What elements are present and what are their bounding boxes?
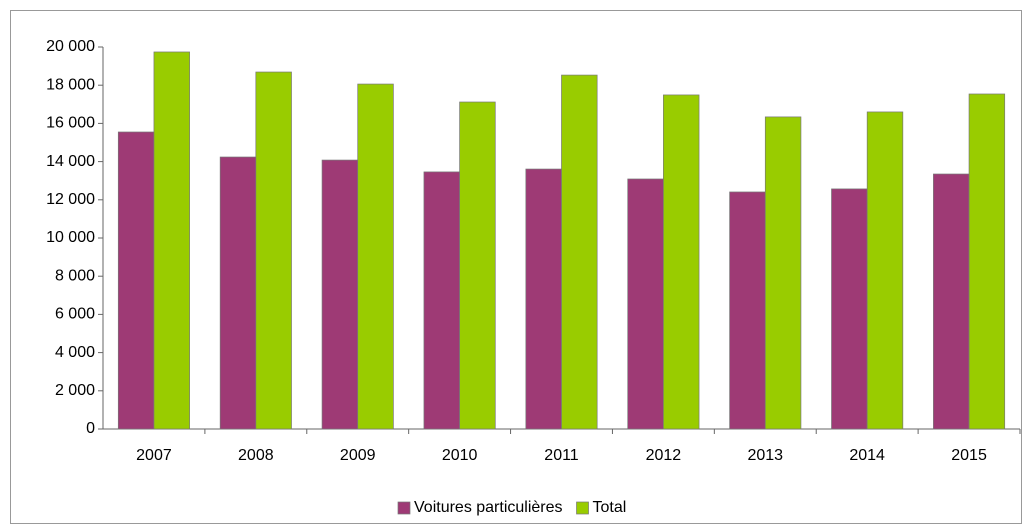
x-tick-label: 2014	[849, 447, 885, 464]
bar	[933, 173, 970, 430]
x-tick-label: 2009	[340, 447, 376, 464]
x-tick-label: 2008	[238, 447, 274, 464]
bar	[459, 101, 496, 430]
x-tick-label: 2007	[136, 447, 172, 464]
legend-label: Voitures particulières	[414, 499, 563, 516]
y-tick-label: 16 000	[46, 115, 95, 132]
bar	[729, 191, 766, 430]
bar	[764, 116, 802, 430]
legend-swatch	[397, 501, 411, 515]
bar	[153, 51, 190, 430]
bar	[117, 131, 155, 430]
y-tick-label: 6 000	[55, 306, 95, 323]
bar	[321, 159, 359, 430]
bar	[968, 93, 1006, 430]
x-tick-label: 2010	[442, 447, 478, 464]
bar	[423, 171, 460, 430]
y-tick-label: 0	[86, 420, 95, 437]
y-tick-label: 18 000	[46, 76, 95, 93]
bar	[663, 94, 700, 430]
bar	[627, 178, 664, 430]
x-tick-label: 2011	[544, 447, 579, 464]
bar	[561, 74, 598, 430]
y-tick-label: 12 000	[46, 191, 95, 208]
y-tick-label: 8 000	[55, 267, 95, 284]
y-tick-label: 2 000	[55, 382, 95, 399]
bar	[255, 71, 292, 430]
x-tick-label: 2015	[951, 447, 987, 464]
y-tick-label: 14 000	[46, 153, 95, 170]
bar	[831, 188, 868, 430]
y-tick-label: 10 000	[46, 229, 95, 246]
legend-swatch	[576, 501, 589, 515]
bar	[525, 168, 562, 430]
bar	[866, 111, 904, 430]
bar	[357, 83, 394, 430]
y-tick-label: 4 000	[55, 344, 95, 361]
y-tick-label: 20 000	[46, 38, 95, 55]
x-tick-label: 2013	[747, 447, 783, 464]
bar	[219, 156, 257, 430]
legend-label: Total	[593, 499, 627, 516]
x-tick-label: 2012	[646, 447, 682, 464]
